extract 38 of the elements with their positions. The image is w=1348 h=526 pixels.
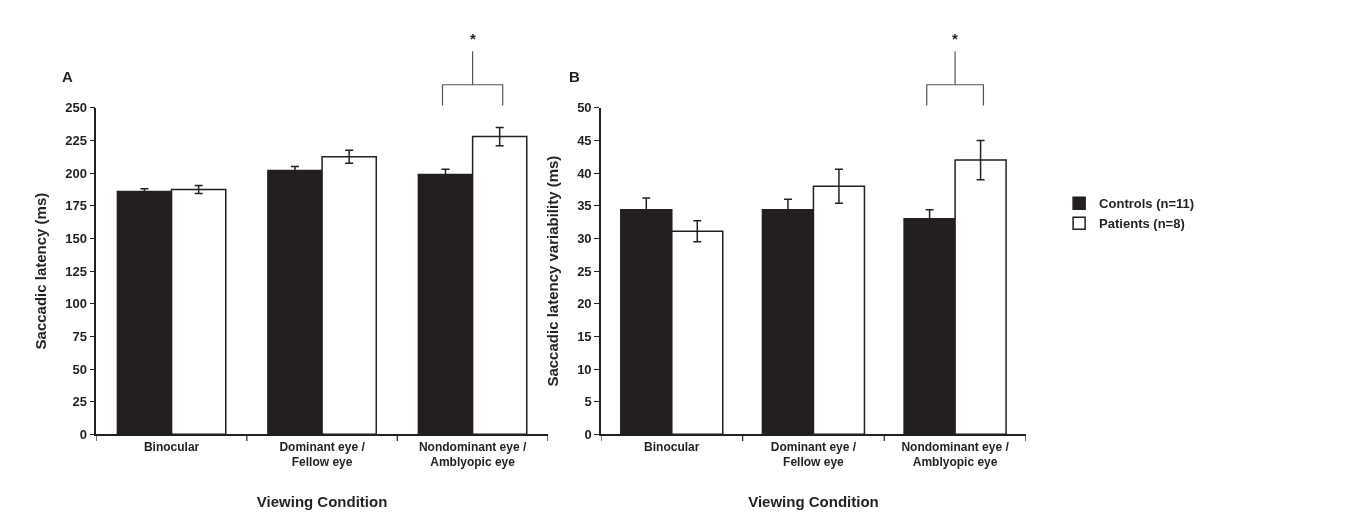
y-tick-label: 50 xyxy=(577,100,592,116)
y-tick-label: 75 xyxy=(72,328,87,344)
y-tick-label: 15 xyxy=(577,328,592,344)
y-tick-label: 30 xyxy=(577,231,592,246)
y-tick-label: 45 xyxy=(577,133,592,149)
y-tick-label: 5 xyxy=(584,394,592,410)
y-axis-title: Saccadic latency variability (ms) xyxy=(543,155,561,387)
x-tick-label: Dominant eye / Fellow eye xyxy=(279,439,366,470)
y-tick-label: 20 xyxy=(577,296,592,312)
y-axis-title: Saccadic latency (ms) xyxy=(32,192,50,350)
legend-label: Patients (n=8) xyxy=(1099,216,1185,232)
y-tick-label: 25 xyxy=(577,263,592,279)
x-tick-label: Binocular xyxy=(644,439,700,454)
y-tick-label: 0 xyxy=(584,426,592,442)
y-tick-label: 35 xyxy=(577,198,592,214)
x-axis-title: Viewing Condition xyxy=(256,492,388,510)
x-tick-label: Binocular xyxy=(143,439,200,454)
y-tick-label: 25 xyxy=(72,394,87,410)
x-tick-label: Nondominant eye / Amblyopic eye xyxy=(901,439,1010,470)
y-tick-label: 225 xyxy=(65,133,87,149)
text: * xyxy=(952,30,958,47)
x-tick-label: Dominant eye / Fellow eye xyxy=(770,439,857,470)
chart-title: A xyxy=(62,68,73,85)
x-tick-label: Nondominant eye / Amblyopic eye xyxy=(418,439,527,470)
text: * xyxy=(470,30,476,47)
chart-title: B xyxy=(569,68,580,85)
y-tick-label: 125 xyxy=(65,263,87,279)
y-tick-label: 50 xyxy=(72,361,87,377)
y-tick-label: 40 xyxy=(577,165,592,181)
y-tick-label: 150 xyxy=(65,231,87,246)
y-tick-label: 10 xyxy=(577,361,592,377)
y-tick-label: 250 xyxy=(65,100,87,116)
y-tick-label: 175 xyxy=(65,198,87,214)
y-tick-label: 100 xyxy=(65,296,87,312)
y-tick-label: 200 xyxy=(65,165,87,181)
x-axis-title: Viewing Condition xyxy=(748,492,879,510)
legend-label: Controls (n=11) xyxy=(1099,196,1195,212)
y-tick-label: 0 xyxy=(79,426,87,442)
